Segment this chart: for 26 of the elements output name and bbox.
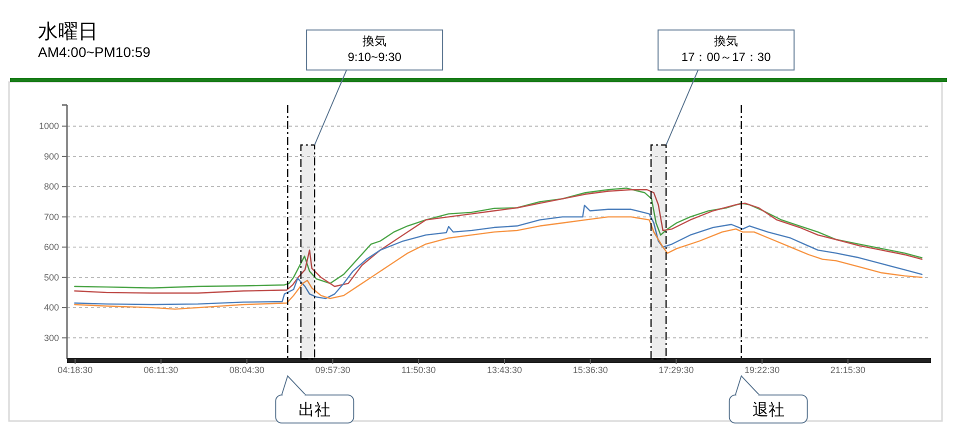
ytick: 300	[44, 332, 59, 343]
band-label: 換気	[362, 34, 387, 48]
xtick: 15:36:30	[572, 365, 608, 375]
xtick: 09:57:30	[315, 365, 350, 375]
xtick: 21:15:30	[830, 365, 866, 375]
band-label: 17：00～17：30	[681, 50, 771, 64]
subtitle: AM4:00~PM10:59	[38, 44, 150, 60]
ytick: 800	[44, 182, 59, 192]
ytick: 900	[44, 151, 59, 162]
band-label: 9:10~9:30	[348, 50, 402, 64]
ytick: 1000	[38, 121, 59, 132]
xtick: 11:50:30	[401, 365, 436, 375]
xtick: 17:29:30	[658, 365, 694, 375]
xtick: 04:18:30	[58, 365, 93, 375]
ytick: 700	[44, 212, 59, 222]
ytick: 500	[44, 272, 59, 282]
ytick: 600	[44, 242, 59, 252]
ref-label: 退社	[752, 402, 784, 419]
xtick: 19:22:30	[744, 365, 780, 375]
xtick: 08:04:30	[229, 365, 264, 375]
ref-label: 出社	[298, 402, 331, 419]
xtick: 06:11:30	[144, 365, 178, 375]
title: 水曜日	[38, 21, 98, 43]
band-label: 換気	[714, 34, 738, 48]
ytick: 400	[44, 302, 59, 313]
xtick: 13:43:30	[486, 365, 522, 375]
